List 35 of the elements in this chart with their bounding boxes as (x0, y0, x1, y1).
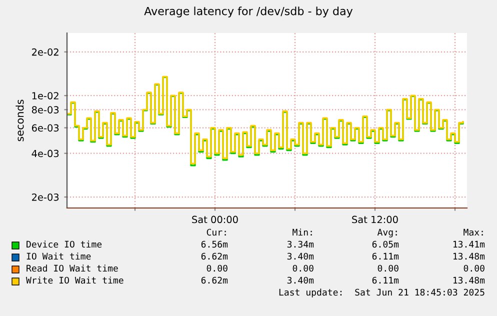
text: 6.11m (372, 276, 399, 284)
legend-label: Read IO Wait time (26, 264, 118, 272)
y-tick-label: 8e-03 (32, 106, 59, 114)
legend-label: Write IO Wait time (26, 276, 124, 284)
text: 3.40m (287, 276, 314, 284)
text: Cur: (206, 228, 226, 236)
text: Min: (292, 228, 312, 236)
y-tick-label: 1e-02 (32, 92, 58, 100)
text: 0.00 (464, 264, 484, 272)
y-tick-label: 2e-02 (32, 48, 58, 56)
text: 6.05m (372, 240, 399, 248)
y-tick-label: 6e-03 (32, 124, 59, 132)
text: 13.41m (453, 240, 485, 248)
legend-label: IO Wait time (26, 252, 91, 260)
text: 0.00 (206, 264, 228, 272)
text: 6.56m (201, 240, 228, 248)
legend-label: Device IO time (26, 240, 102, 248)
text: 13.48m (453, 276, 485, 284)
text: 3.34m (287, 240, 314, 248)
x-tick-label: Sat 12:00 (352, 216, 398, 224)
chart-title: Average latency for /dev/sdb - by day (144, 6, 353, 18)
text: 13.48m (453, 252, 485, 260)
text: Avg: (377, 228, 397, 238)
text: 6.62m (201, 276, 228, 284)
y-tick-label: 2e-03 (32, 193, 59, 201)
x-tick-label: Sat 00:00 (192, 216, 238, 224)
y-axis-title: seconds (16, 100, 24, 142)
text: 0.00 (378, 264, 398, 272)
text: 6.11m (372, 252, 399, 260)
text: 6.62m (201, 252, 228, 260)
text: Max: (464, 228, 483, 236)
y-tick-label: 4e-03 (32, 150, 59, 158)
text: Last update: Sat Jun 21 18:45:03 2025 (279, 288, 484, 298)
text: 0.00 (292, 264, 314, 272)
text: 3.40m (287, 252, 314, 260)
